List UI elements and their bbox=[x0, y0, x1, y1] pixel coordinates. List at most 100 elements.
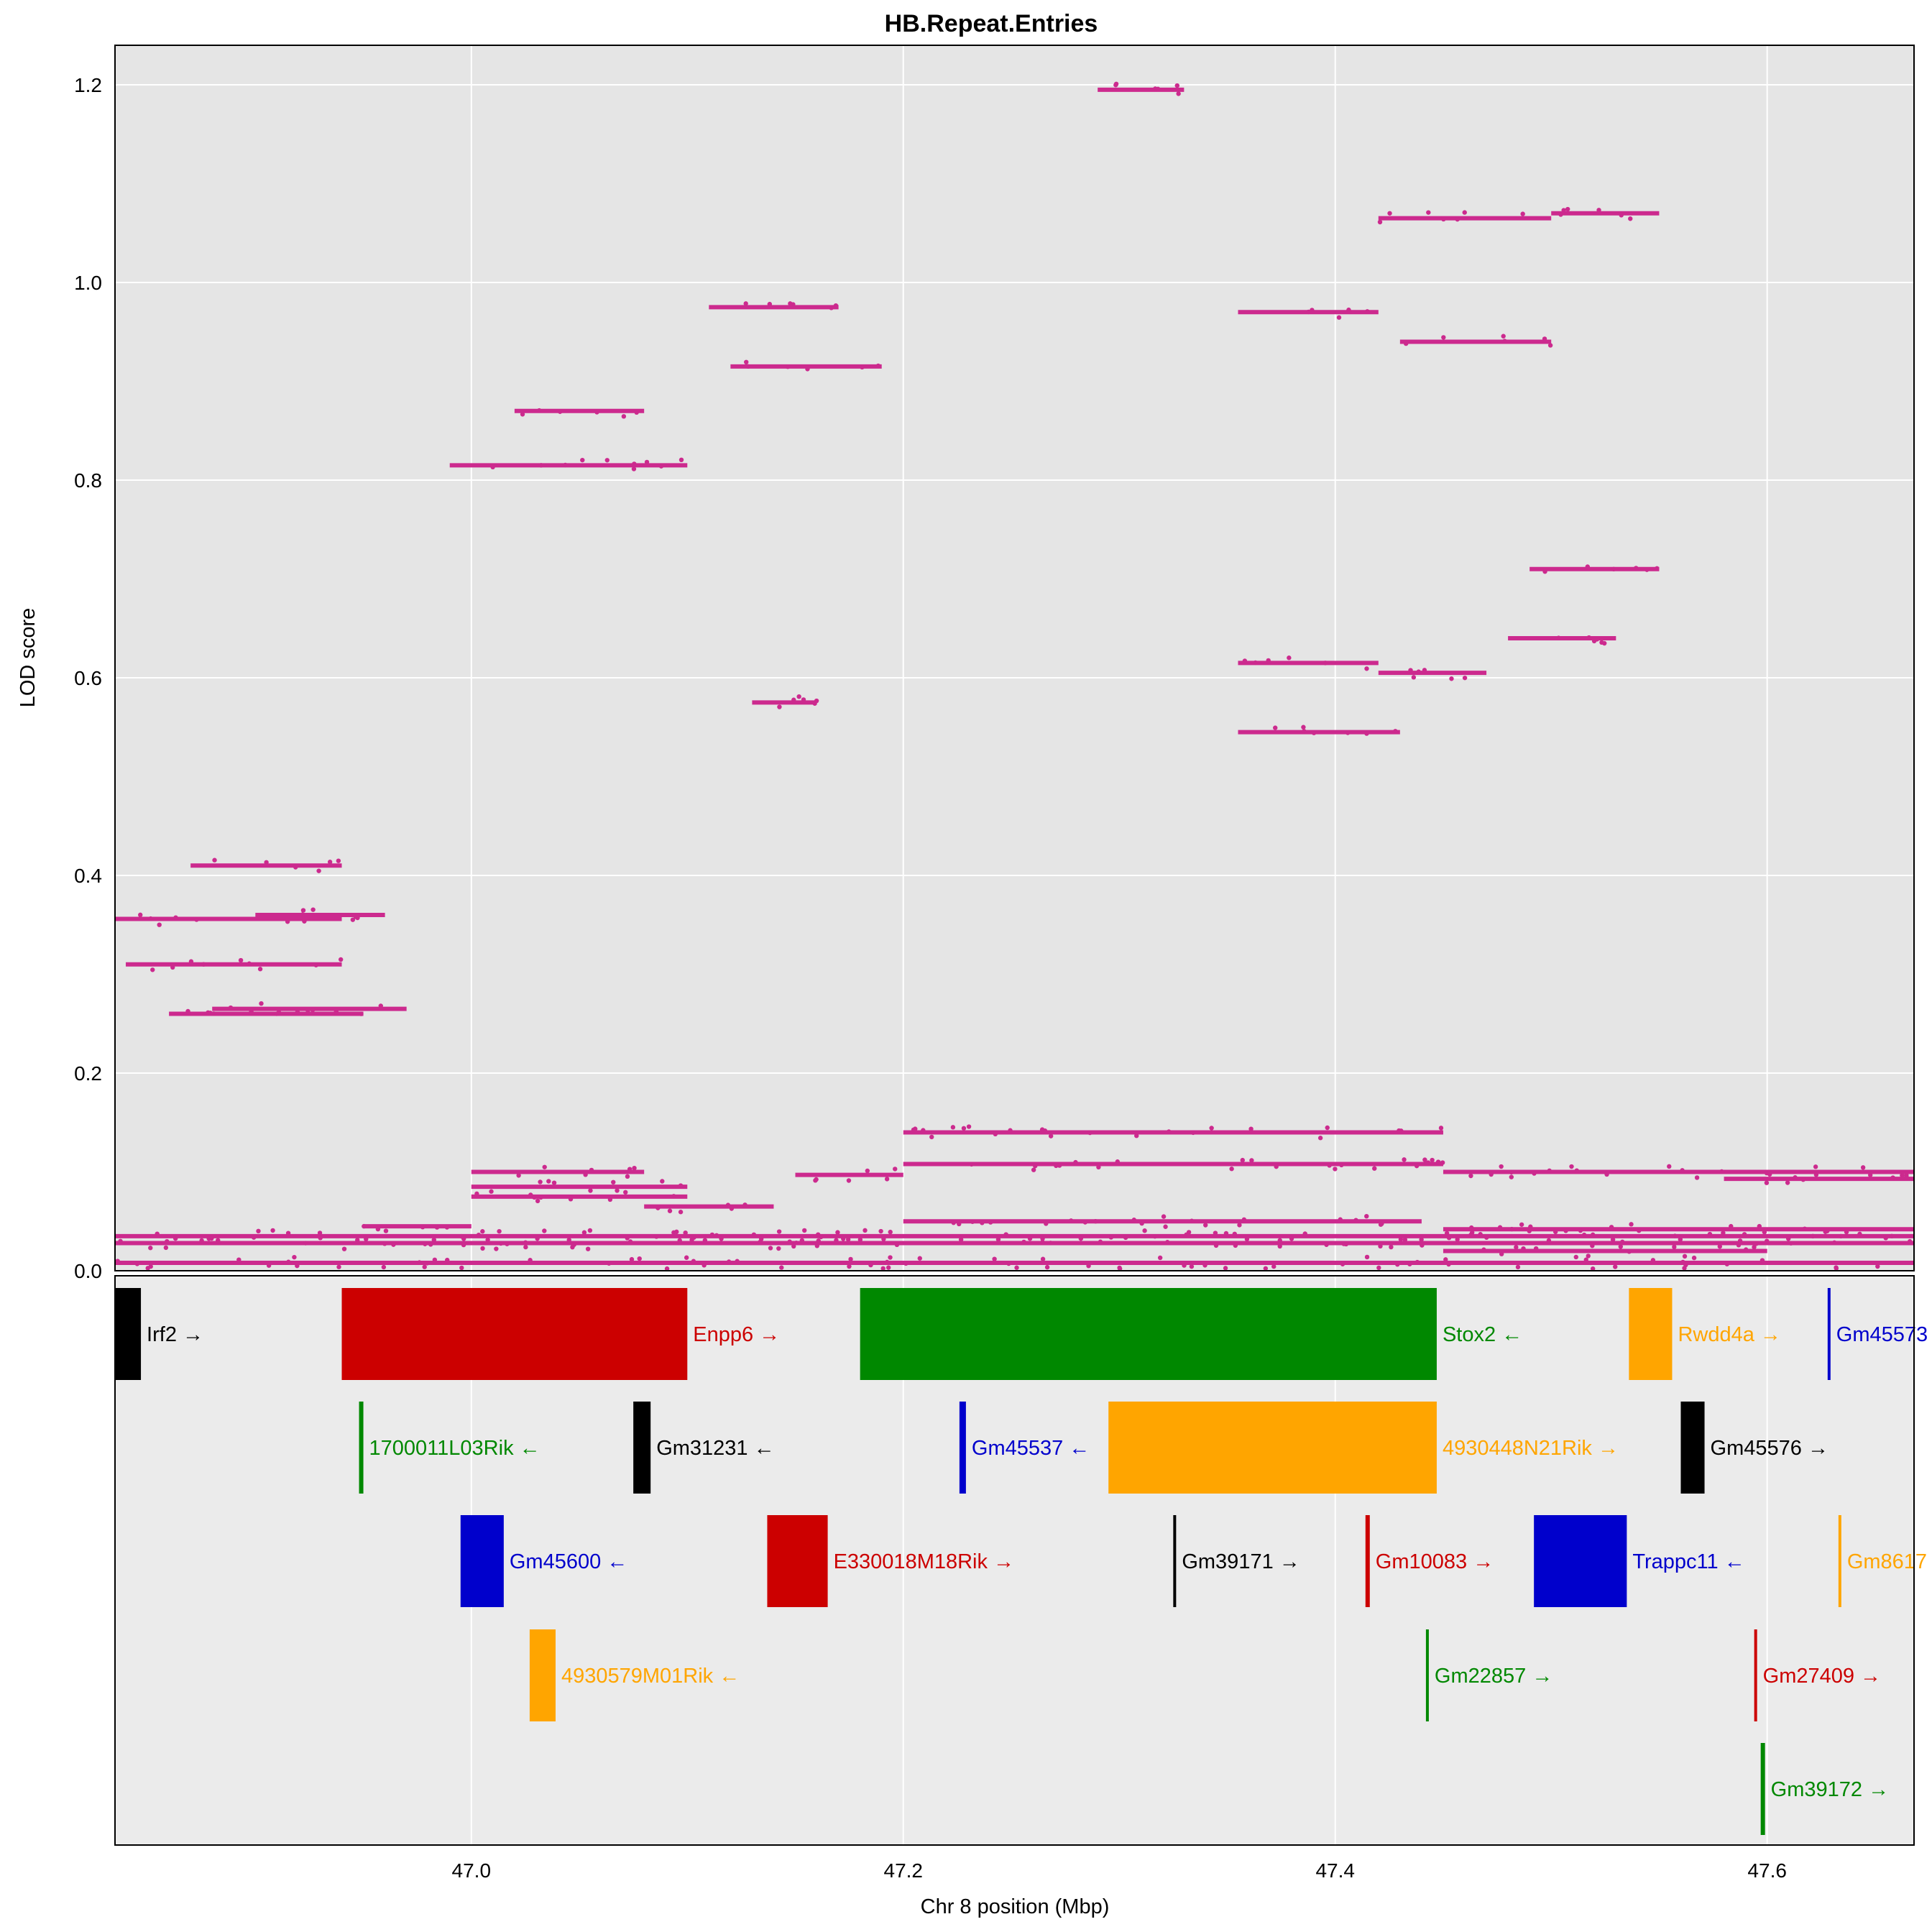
lod-point bbox=[1890, 1175, 1895, 1180]
lod-point bbox=[788, 301, 793, 306]
lod-point bbox=[1875, 1264, 1880, 1269]
lod-point bbox=[1242, 658, 1248, 663]
lod-point bbox=[847, 1264, 852, 1269]
lod-point bbox=[678, 1210, 684, 1215]
lod-point bbox=[1157, 1255, 1163, 1261]
lod-point bbox=[911, 1127, 916, 1133]
lod-point bbox=[709, 1232, 715, 1238]
lod-point bbox=[1098, 1239, 1103, 1244]
lod-point bbox=[1860, 1165, 1866, 1170]
lod-point bbox=[188, 959, 194, 964]
lod-point bbox=[801, 697, 806, 702]
x-tick-label: 47.2 bbox=[884, 1859, 924, 1882]
lod-point bbox=[1586, 635, 1591, 640]
lod-point bbox=[1057, 1163, 1062, 1168]
lod-point bbox=[1760, 1258, 1765, 1263]
x-axis-label: Chr 8 position (Mbp) bbox=[921, 1895, 1110, 1918]
lod-point bbox=[1420, 1243, 1425, 1248]
lod-point bbox=[1680, 1168, 1685, 1173]
lod-point bbox=[1736, 1243, 1742, 1248]
lod-point bbox=[1604, 1172, 1609, 1177]
lod-point bbox=[1115, 1159, 1121, 1164]
lod-point bbox=[1788, 1241, 1793, 1246]
lod-point bbox=[1422, 1157, 1427, 1162]
lod-point bbox=[632, 461, 637, 466]
lod-point bbox=[1086, 1263, 1091, 1269]
lod-point bbox=[841, 1236, 846, 1241]
lod-point bbox=[1765, 1238, 1770, 1243]
lod-point bbox=[1867, 1172, 1873, 1178]
lod-point bbox=[300, 912, 305, 917]
lod-point bbox=[585, 1246, 591, 1251]
lod-point bbox=[317, 1230, 323, 1236]
lod-point bbox=[1266, 658, 1271, 663]
lod-point bbox=[1271, 1264, 1276, 1269]
lod-point bbox=[1610, 1237, 1616, 1242]
lod-point bbox=[1742, 1232, 1747, 1237]
lod-point bbox=[1613, 1264, 1618, 1269]
lod-point bbox=[1229, 1167, 1234, 1172]
lod-point bbox=[295, 1263, 300, 1269]
lod-point bbox=[557, 409, 563, 414]
lod-point bbox=[885, 1259, 890, 1265]
lod-point bbox=[362, 1223, 367, 1229]
lod-point bbox=[353, 914, 359, 919]
lod-point bbox=[812, 701, 817, 706]
lod-point bbox=[845, 1237, 851, 1242]
lod-point bbox=[1425, 1160, 1431, 1165]
lod-point bbox=[285, 919, 290, 924]
lod-point bbox=[249, 1008, 254, 1014]
lod-point bbox=[1719, 1169, 1724, 1174]
lod-point bbox=[1752, 1244, 1757, 1250]
lod-point bbox=[1514, 1245, 1519, 1250]
lod-point bbox=[236, 1257, 242, 1262]
lod-point bbox=[627, 1239, 633, 1244]
lod-point bbox=[1353, 1218, 1358, 1223]
y-tick-label: 0.6 bbox=[74, 667, 102, 689]
lod-point bbox=[1618, 1244, 1624, 1249]
lod-point bbox=[1694, 1175, 1700, 1180]
lod-point bbox=[779, 1265, 784, 1270]
gene-bar bbox=[1365, 1515, 1370, 1607]
lod-point bbox=[148, 1246, 153, 1251]
lod-point bbox=[1590, 1243, 1595, 1248]
lod-point bbox=[677, 1238, 682, 1243]
lod-point bbox=[1469, 1225, 1474, 1230]
lod-point bbox=[1189, 1264, 1195, 1269]
lod-point bbox=[921, 1128, 926, 1133]
lod-point bbox=[1048, 1241, 1053, 1246]
lod-point bbox=[860, 364, 865, 370]
lod-point bbox=[1440, 1160, 1445, 1165]
lod-point bbox=[1583, 1257, 1588, 1262]
lod-point bbox=[1455, 216, 1460, 222]
lod-point bbox=[857, 1237, 863, 1242]
lod-point bbox=[1078, 1236, 1084, 1241]
lod-point bbox=[1678, 1237, 1683, 1242]
lod-point bbox=[1203, 1223, 1208, 1228]
lod-point bbox=[434, 1225, 440, 1230]
gene-label: Gm45537 ← bbox=[972, 1437, 1090, 1460]
lod-point bbox=[1743, 1247, 1749, 1252]
lod-point bbox=[878, 1228, 883, 1234]
lod-point bbox=[777, 704, 782, 709]
lod-point bbox=[833, 303, 839, 308]
lod-point bbox=[172, 1236, 178, 1241]
lod-point bbox=[995, 1237, 1001, 1242]
lod-point bbox=[1274, 1164, 1279, 1169]
lod-point bbox=[1754, 1241, 1759, 1246]
lod-point bbox=[684, 1255, 689, 1260]
lod-point bbox=[1542, 569, 1547, 574]
gene-label: 4930448N21Rik → bbox=[1443, 1437, 1619, 1460]
lod-point bbox=[1561, 208, 1566, 213]
lod-point bbox=[378, 1003, 383, 1008]
lod-segments bbox=[115, 87, 1914, 1265]
gene-label: Trappc11 ← bbox=[1632, 1550, 1744, 1573]
lod-point bbox=[719, 1236, 724, 1241]
lod-point bbox=[134, 1261, 140, 1266]
lod-point bbox=[992, 1256, 997, 1261]
lod-point bbox=[594, 410, 599, 415]
lod-point bbox=[607, 1261, 612, 1266]
lod-point bbox=[1585, 564, 1591, 569]
y-tick-label: 0.2 bbox=[74, 1062, 102, 1085]
lod-point bbox=[1449, 676, 1454, 681]
